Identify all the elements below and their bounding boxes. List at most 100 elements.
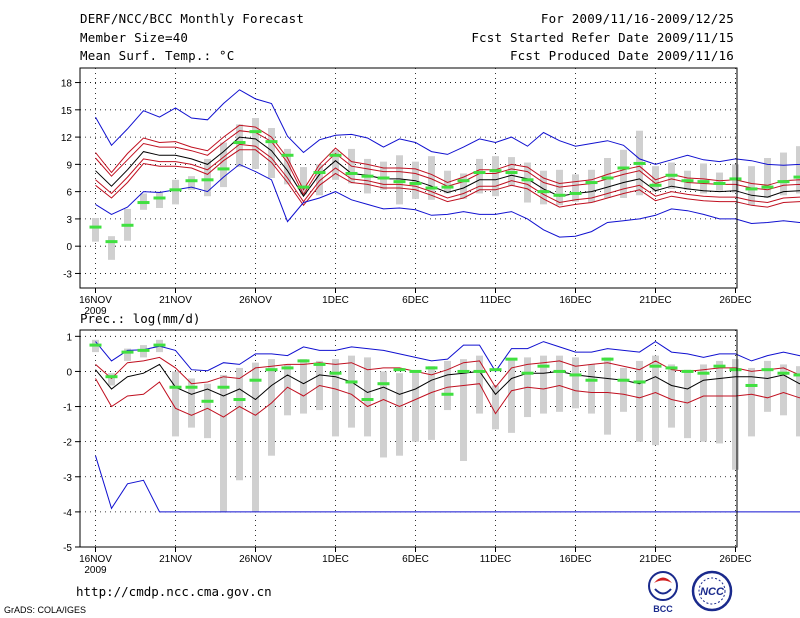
observed-marker	[569, 191, 582, 195]
x-tick-label: 16NOV	[79, 295, 112, 306]
observed-marker	[137, 201, 150, 205]
spread-box	[716, 172, 723, 191]
spread-box	[108, 373, 115, 386]
observed-marker	[345, 171, 358, 175]
spread-box	[508, 359, 515, 433]
observed-marker	[601, 176, 614, 180]
observed-marker	[409, 369, 422, 373]
spread-box	[524, 162, 531, 203]
spread-box	[412, 371, 419, 442]
spread-box	[748, 166, 755, 206]
observed-marker	[121, 350, 134, 354]
observed-marker	[777, 180, 790, 184]
spread-box	[700, 364, 707, 442]
x-tick-label: 6DEC	[402, 295, 429, 306]
spread-box	[796, 366, 800, 437]
observed-marker	[105, 240, 118, 244]
ncc-logo-text: NCC	[700, 586, 725, 598]
x-tick-label: 21NOV	[159, 295, 192, 306]
observed-marker	[713, 364, 726, 368]
spread-box	[476, 158, 483, 194]
x-tick-label: 26NOV	[239, 554, 272, 565]
observed-marker	[201, 399, 214, 403]
y-tick-label: 0	[66, 367, 72, 378]
observed-marker	[505, 171, 518, 175]
spread-box	[284, 364, 291, 416]
observed-marker	[361, 174, 374, 178]
observed-marker	[457, 369, 470, 373]
observed-marker	[777, 371, 790, 375]
logos: BCC NCC	[648, 570, 733, 614]
ncc-logo: NCC	[691, 570, 733, 612]
observed-marker	[313, 362, 326, 366]
series-line-min	[95, 163, 800, 238]
observed-marker	[649, 183, 662, 187]
spread-box	[108, 236, 115, 260]
observed-marker	[521, 178, 534, 182]
spread-box	[300, 359, 307, 414]
spread-box	[620, 367, 627, 412]
observed-marker	[105, 375, 118, 379]
observed-marker	[601, 357, 614, 361]
y-tick-label: 15	[61, 106, 73, 117]
x-tick-label: 6DEC	[402, 554, 429, 565]
x-tick-label: 16NOV	[79, 554, 112, 565]
observed-marker	[617, 166, 630, 170]
series-line-p10	[95, 378, 800, 418]
observed-marker	[585, 181, 598, 185]
spread-box	[220, 374, 227, 512]
observed-marker	[217, 167, 230, 171]
y-tick-label: 6	[66, 188, 72, 199]
observed-marker	[665, 366, 678, 370]
observed-marker	[633, 161, 646, 165]
observed-marker	[425, 366, 438, 370]
spread-box	[252, 118, 259, 169]
observed-marker	[553, 193, 566, 197]
observed-marker	[441, 185, 454, 189]
spread-box	[300, 167, 307, 195]
y-tick-label: -1	[63, 403, 72, 414]
observed-marker	[633, 380, 646, 384]
forecast-produced-label: Fcst Produced Date 2009/11/16	[509, 48, 734, 63]
spread-box	[460, 173, 467, 199]
series-line-p25	[95, 143, 800, 204]
spread-box	[268, 359, 275, 456]
observed-marker	[393, 180, 406, 184]
observed-marker	[297, 185, 310, 189]
plot-frame	[79, 329, 738, 548]
observed-marker	[249, 130, 262, 134]
spread-box	[604, 357, 611, 435]
x-tick-label: 11DEC	[480, 295, 512, 306]
observed-marker	[649, 364, 662, 368]
spread-box	[572, 357, 579, 409]
series-line-p90	[95, 124, 800, 191]
series-line-max	[95, 89, 800, 166]
x-tick-label: 26NOV	[239, 295, 272, 306]
spread-box	[588, 364, 595, 414]
spread-box	[748, 367, 755, 437]
forecast-started-label: Fcst Started Refer Date 2009/11/15	[471, 30, 734, 45]
x-tick-label: 26DEC	[719, 295, 751, 306]
observed-marker	[441, 392, 454, 396]
observed-marker	[265, 368, 278, 372]
observed-marker	[793, 373, 800, 377]
spread-box	[492, 385, 499, 430]
observed-marker	[617, 378, 630, 382]
observed-marker	[393, 368, 406, 372]
x-year-label: 2009	[84, 306, 107, 317]
observed-marker	[665, 173, 678, 177]
spread-box	[652, 166, 659, 192]
observed-marker	[473, 369, 486, 373]
x-tick-label: 16DEC	[559, 295, 591, 306]
x-tick-label: 21DEC	[639, 554, 671, 565]
source-url[interactable]: http://cmdp.ncc.cma.gov.cn	[76, 584, 272, 599]
observed-marker	[185, 179, 198, 183]
observed-marker	[537, 364, 550, 368]
observed-marker	[281, 153, 294, 157]
observed-marker	[345, 380, 358, 384]
y-tick-label: -3	[63, 269, 72, 280]
observed-marker	[457, 179, 470, 183]
forecast-period-label: For 2009/11/16-2009/12/25	[540, 11, 734, 26]
observed-marker	[377, 382, 390, 386]
